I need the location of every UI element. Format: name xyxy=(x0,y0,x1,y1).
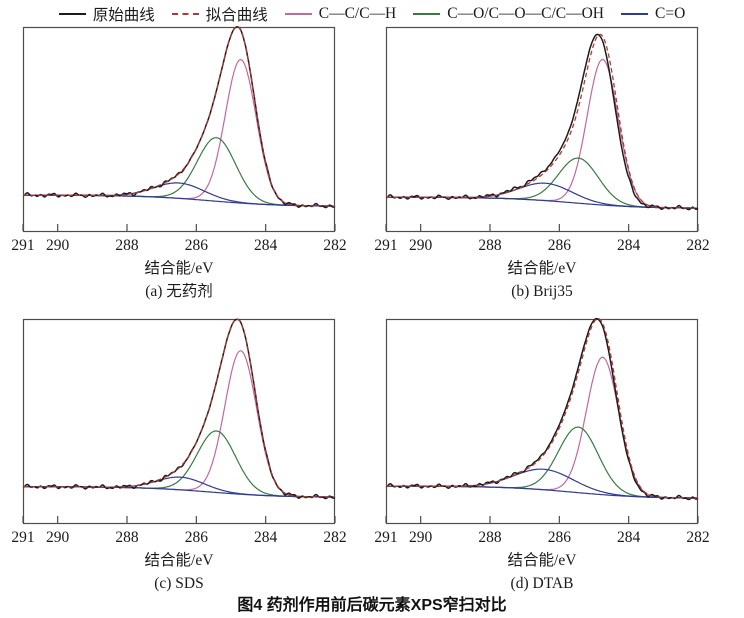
x-axis-label: 结合能/eV xyxy=(144,552,214,569)
cdo-peak-curve xyxy=(386,182,698,209)
x-tick-label: 290 xyxy=(46,237,70,254)
legend-label: C=O xyxy=(655,5,686,22)
spectrum-plot-a: 291 290 288 286 284 282 xyxy=(11,26,347,254)
x-tick-label: 288 xyxy=(478,237,502,254)
x-tick-label: 291 xyxy=(374,237,397,254)
panel-d: 291 290 288 286 284 282 结合能/eV (d) DTAB xyxy=(374,317,710,593)
panel-caption-a: (a) 无药剂 xyxy=(145,283,213,300)
x-tick-label: 282 xyxy=(686,237,709,254)
spectrum-plot-b: 291 290 288 286 284 282 xyxy=(374,26,710,254)
fitted-curve xyxy=(23,318,335,498)
legend-item-original: 原始曲线 xyxy=(58,3,155,25)
original-curve xyxy=(385,317,699,501)
x-tick-label: 284 xyxy=(254,529,278,546)
legend-label: 拟合曲线 xyxy=(205,7,268,24)
legend-label: C—O/C—O—C/C—OH xyxy=(447,5,604,22)
x-tick-label: 290 xyxy=(409,237,433,254)
legend-label: 原始曲线 xyxy=(92,7,155,24)
legend-label: C—C/C—H xyxy=(318,5,397,22)
x-tick-label: 282 xyxy=(686,529,709,546)
x-tick-label: 288 xyxy=(115,529,139,546)
x-tick-label: 290 xyxy=(409,529,433,546)
x-tick-label: 286 xyxy=(548,529,572,546)
panel-caption-c: (c) SDS xyxy=(154,575,204,592)
panel-b: 291 290 288 286 284 282 结合能/eV (b) Brij35 xyxy=(374,26,710,301)
legend-item-fitted: 拟合曲线 xyxy=(171,3,268,25)
x-axis-label: 结合能/eV xyxy=(507,552,577,569)
figure-caption: 图4 药剂作用前后碳元素XPS窄扫对比 xyxy=(237,597,507,614)
legend-item-cdo: C=O xyxy=(621,5,685,23)
x-tick-label: 282 xyxy=(323,529,346,546)
fitted-curve xyxy=(386,317,698,499)
panel-c: 291 290 288 286 284 282 结合能/eV (c) SDS xyxy=(11,318,347,593)
x-tick-label: 288 xyxy=(478,529,502,546)
cdo-peak-curve xyxy=(23,182,335,207)
x-tick-label: 288 xyxy=(115,237,139,254)
fitted-curve xyxy=(386,33,698,209)
cdo-peak-curve xyxy=(23,476,335,498)
cc-line-swatch-icon xyxy=(284,13,312,15)
x-tick-label: 290 xyxy=(46,529,70,546)
plot-border xyxy=(385,318,699,525)
panel-caption-d: (d) DTAB xyxy=(510,575,574,592)
legend-item-cc: C—C/C—H xyxy=(284,5,397,23)
x-tick-label: 291 xyxy=(11,529,34,546)
x-axis-label: 结合能/eV xyxy=(507,260,577,277)
x-tick-label: 286 xyxy=(185,529,209,546)
x-tick-label: 284 xyxy=(617,529,641,546)
original-line-swatch-icon xyxy=(58,13,86,15)
x-tick-label: 284 xyxy=(254,237,278,254)
x-tick-label: 291 xyxy=(11,237,34,254)
spectrum-plot-d: 291 290 288 286 284 282 xyxy=(374,317,710,546)
x-axis-label: 结合能/eV xyxy=(144,260,214,277)
legend: 原始曲线 拟合曲线 C—C/C—H C—O/C—O—C/C—OH C=O xyxy=(0,3,744,25)
spectrum-plot-c: 291 290 288 286 284 282 xyxy=(11,318,347,546)
x-tick-label: 286 xyxy=(548,237,572,254)
x-tick-label: 284 xyxy=(617,237,641,254)
cdo-line-swatch-icon xyxy=(621,13,648,15)
cdo-peak-curve xyxy=(386,468,698,499)
panel-caption-b: (b) Brij35 xyxy=(511,283,573,300)
fitted-curve xyxy=(23,26,335,207)
fitted-line-swatch-icon xyxy=(171,13,199,15)
x-tick-label: 291 xyxy=(374,529,397,546)
x-tick-label: 282 xyxy=(323,237,346,254)
co-line-swatch-icon xyxy=(413,13,441,15)
x-tick-label: 286 xyxy=(185,237,209,254)
panel-a: 291 290 288 286 284 282 结合能/eV (a) 无药剂 xyxy=(11,26,347,301)
original-curve xyxy=(385,33,699,211)
legend-item-co: C—O/C—O—C/C—OH xyxy=(413,5,604,23)
plot-border xyxy=(22,26,336,233)
